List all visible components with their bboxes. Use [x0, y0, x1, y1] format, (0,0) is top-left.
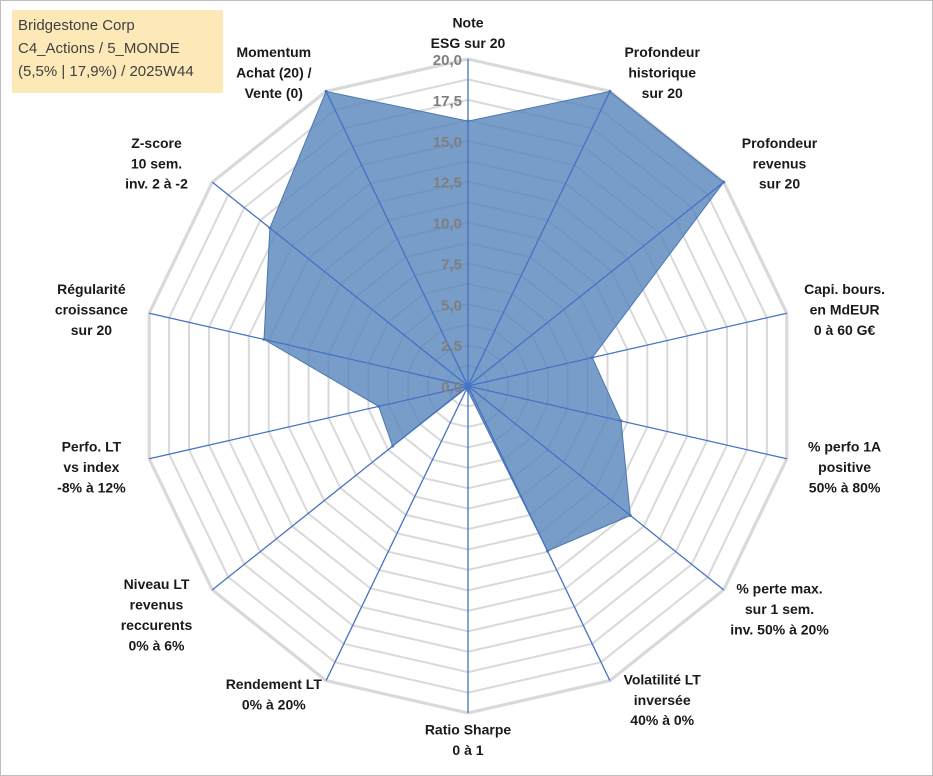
axis-spoke [467, 181, 725, 387]
axis-label: Capi. bours. en MdEUR 0 à 60 G€ [804, 281, 885, 338]
axis-spoke [325, 385, 469, 681]
axis-label-line: Régularité [57, 281, 126, 297]
axis-spoke [467, 91, 611, 387]
axis-label-line: sur 1 sem. [745, 601, 814, 617]
portfolio-category: C4_Actions / 5_MONDE [18, 40, 180, 57]
axis-spoke [467, 385, 611, 681]
tick-label: 15,0 [433, 134, 462, 151]
axis-label-line: inv. 50% à 20% [730, 622, 829, 638]
axis-label-line: Note [452, 15, 483, 31]
axis-label-line: inv. 2 à -2 [125, 176, 188, 192]
axis-label: Rendement LT 0% à 20% [226, 676, 323, 712]
axis-label: Profondeur historique sur 20 [624, 44, 700, 101]
axis-spoke [211, 181, 469, 387]
axis-label-line: en MdEUR [810, 301, 880, 317]
axis-label-line: inversée [634, 692, 691, 708]
axis-label: Momentum Achat (20) / Vente (0) [236, 44, 312, 101]
axis-label-line: revenus [753, 155, 807, 171]
axis-spoke [467, 385, 787, 460]
axis-label: % perfo 1A positive 50% à 80% [808, 439, 881, 496]
axis-spoke [149, 385, 469, 460]
axis-spoke [325, 91, 469, 387]
axis-spoke [467, 385, 725, 591]
axis-label-line: 0 à 1 [452, 742, 483, 758]
axis-label-line: 0% à 20% [242, 696, 306, 712]
axis-spoke [467, 312, 787, 387]
axis-label: Régularité croissance sur 20 [55, 281, 128, 338]
axis-label-line: Niveau LT [124, 576, 190, 592]
axis-label-line: Vente (0) [245, 85, 303, 101]
axis-label-line: sur 20 [71, 322, 112, 338]
period-info: (5,5% | 17,9%) / 2025W44 [18, 63, 194, 80]
axis-label-line: 50% à 80% [809, 479, 881, 495]
company-name: Bridgestone Corp [18, 17, 135, 34]
axis-label: % perte max. sur 1 sem. inv. 50% à 20% [730, 581, 829, 638]
axis-label-line: 10 sem. [131, 155, 182, 171]
tick-label: 12,5 [433, 175, 462, 192]
tick-label: 17,5 [433, 93, 462, 110]
axis-label-line: sur 20 [642, 85, 683, 101]
axis-label-line: -8% à 12% [57, 479, 126, 495]
axis-spoke [149, 312, 469, 387]
axis-label-line: 0 à 60 G€ [814, 322, 876, 338]
axis-label-line: Z-score [131, 135, 182, 151]
axis-label: Profondeur revenus sur 20 [742, 135, 818, 192]
axis-label-line: historique [628, 65, 696, 81]
tick-label: 0,0 [441, 379, 462, 396]
tick-label: 7,5 [441, 256, 462, 273]
axis-label-line: % perfo 1A [808, 439, 881, 455]
axis-label-line: sur 20 [759, 176, 800, 192]
info-box: Bridgestone Corp C4_Actions / 5_MONDE (5… [12, 10, 223, 93]
axis-label-line: Ratio Sharpe [425, 721, 512, 737]
axis-label-line: 40% à 0% [630, 712, 694, 728]
axis-label-line: croissance [55, 301, 128, 317]
axis-label: Perfo. LT vs index -8% à 12% [57, 439, 126, 496]
axis-label-line: positive [818, 459, 871, 475]
axis-label-line: Volatilité LT [624, 671, 702, 687]
axis-label-line: revenus [130, 597, 184, 613]
axis-label-line: Rendement LT [226, 676, 323, 692]
axis-label-line: 0% à 6% [128, 637, 185, 653]
axis-label-line: Profondeur [624, 44, 700, 60]
axis-label: Z-score 10 sem. inv. 2 à -2 [125, 135, 188, 192]
axis-label-line: vs index [63, 459, 119, 475]
tick-label: 5,0 [441, 297, 462, 314]
axis-label-line: ESG sur 20 [431, 35, 506, 51]
axis-label-line: % perte max. [736, 581, 822, 597]
axis-label: Note ESG sur 20 [431, 15, 506, 51]
axis-label: Ratio Sharpe 0 à 1 [425, 721, 512, 757]
axis-label: Volatilité LT inversée 40% à 0% [624, 671, 702, 728]
axis-label-line: reccurents [121, 617, 193, 633]
axis-label-line: Profondeur [742, 135, 818, 151]
axis-label-line: Capi. bours. [804, 281, 885, 297]
tick-label: 20,0 [433, 52, 462, 69]
axis-label-line: Momentum [236, 44, 311, 60]
axis-label: Niveau LT revenus reccurents 0% à 6% [121, 576, 193, 653]
tick-label: 10,0 [433, 216, 462, 233]
axis-label-line: Perfo. LT [62, 439, 122, 455]
tick-label: 2,5 [441, 338, 462, 355]
axis-spoke [211, 385, 469, 591]
axis-label-line: Achat (20) / [236, 65, 312, 81]
